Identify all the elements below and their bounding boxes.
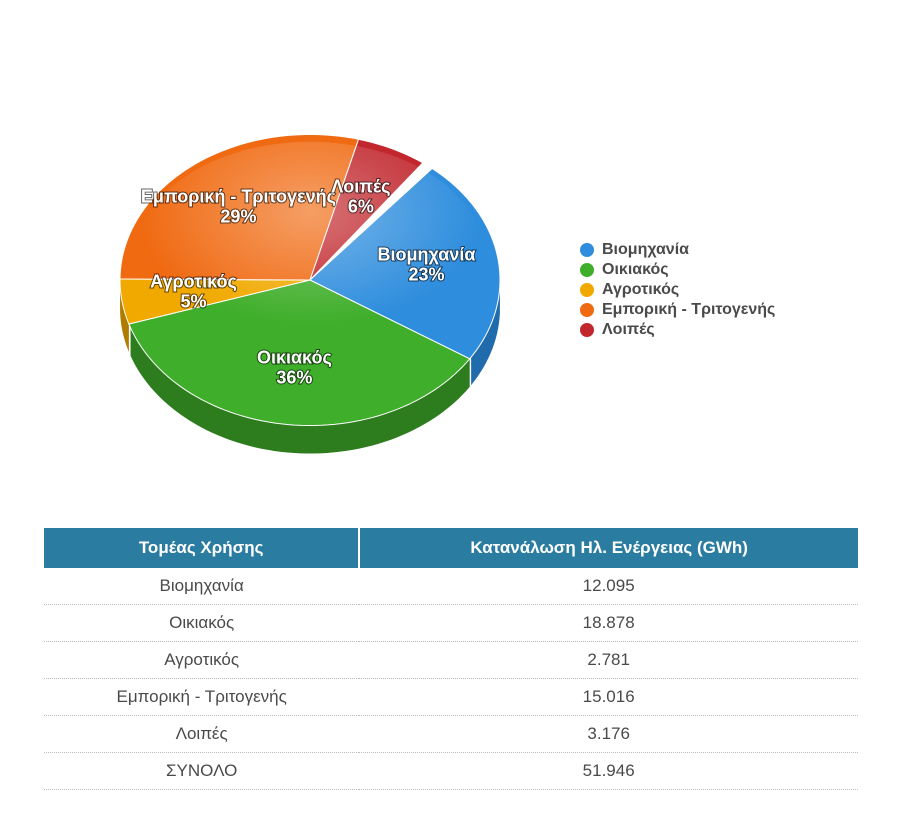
table-row: Εμπορική - Τριτογενής15.016 xyxy=(44,679,858,716)
table-cell-sector: Λοιπές xyxy=(44,716,359,753)
table-row: Οικιακός18.878 xyxy=(44,605,858,642)
table-cell-sector: ΣΥΝΟΛΟ xyxy=(44,753,359,790)
legend-swatch xyxy=(580,283,594,297)
pie-chart: Βιομηχανία23%Οικιακός36%Αγροτικός5%Εμπορ… xyxy=(100,60,520,480)
legend-item: Βιομηχανία xyxy=(580,240,775,260)
legend-label: Εμπορική - Τριτογενής xyxy=(602,300,775,320)
data-table-head: Τομέας Χρήσης Κατανάλωση Ηλ. Ενέργειας (… xyxy=(44,528,858,568)
data-table-wrap: Τομέας Χρήσης Κατανάλωση Ηλ. Ενέργειας (… xyxy=(44,528,858,790)
table-cell-sector: Οικιακός xyxy=(44,605,359,642)
legend-swatch xyxy=(580,303,594,317)
legend-item: Οικιακός xyxy=(580,260,775,280)
table-cell-sector: Αγροτικός xyxy=(44,642,359,679)
table-cell-value: 3.176 xyxy=(359,716,858,753)
chart-area: Βιομηχανία23%Οικιακός36%Αγροτικός5%Εμπορ… xyxy=(40,40,862,520)
legend-label: Λοιπές xyxy=(602,320,655,340)
legend-swatch xyxy=(580,323,594,337)
table-header-consumption: Κατανάλωση Ηλ. Ενέργειας (GWh) xyxy=(359,528,858,568)
table-row: ΣΥΝΟΛΟ51.946 xyxy=(44,753,858,790)
pie-chart-svg: Βιομηχανία23%Οικιακός36%Αγροτικός5%Εμπορ… xyxy=(100,60,520,480)
data-table-body: Βιομηχανία12.095Οικιακός18.878Αγροτικός2… xyxy=(44,568,858,790)
data-table: Τομέας Χρήσης Κατανάλωση Ηλ. Ενέργειας (… xyxy=(44,528,858,790)
legend-label: Αγροτικός xyxy=(602,280,679,300)
page-root: Βιομηχανία23%Οικιακός36%Αγροτικός5%Εμπορ… xyxy=(0,0,902,813)
pie-legend: ΒιομηχανίαΟικιακόςΑγροτικόςΕμπορική - Τρ… xyxy=(580,240,775,340)
table-cell-value: 15.016 xyxy=(359,679,858,716)
table-cell-sector: Βιομηχανία xyxy=(44,568,359,605)
table-cell-value: 18.878 xyxy=(359,605,858,642)
legend-item: Αγροτικός xyxy=(580,280,775,300)
table-row: Βιομηχανία12.095 xyxy=(44,568,858,605)
table-row: Λοιπές3.176 xyxy=(44,716,858,753)
legend-swatch xyxy=(580,243,594,257)
table-cell-sector: Εμπορική - Τριτογενής xyxy=(44,679,359,716)
legend-item: Εμπορική - Τριτογενής xyxy=(580,300,775,320)
legend-label: Οικιακός xyxy=(602,260,669,280)
table-cell-value: 12.095 xyxy=(359,568,858,605)
legend-swatch xyxy=(580,263,594,277)
table-cell-value: 51.946 xyxy=(359,753,858,790)
table-header-sector: Τομέας Χρήσης xyxy=(44,528,359,568)
legend-item: Λοιπές xyxy=(580,320,775,340)
legend-label: Βιομηχανία xyxy=(602,240,689,260)
table-row: Αγροτικός2.781 xyxy=(44,642,858,679)
table-cell-value: 2.781 xyxy=(359,642,858,679)
